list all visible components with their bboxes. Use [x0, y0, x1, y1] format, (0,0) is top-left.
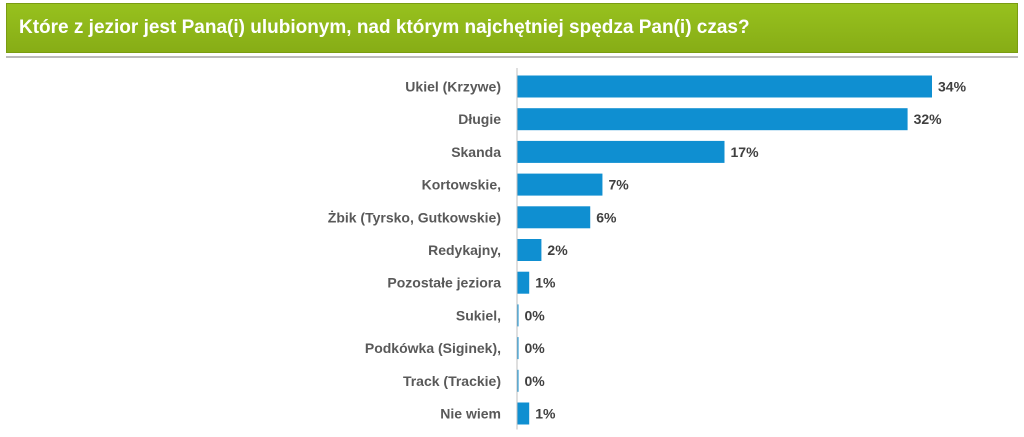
data-label: 34% — [938, 79, 967, 95]
data-label: 0% — [525, 373, 546, 389]
title-band: Które z jezior jest Pana(i) ulubionym, n… — [6, 3, 1018, 53]
bars — [517, 75, 932, 425]
bar — [517, 173, 603, 196]
data-label: 2% — [547, 242, 568, 258]
data-label: 32% — [914, 111, 943, 127]
bar-chart: Ukiel (Krzywe) Długie Skanda Kortowskie, Żbi… — [328, 68, 967, 430]
category-labels: Ukiel (Krzywe) Długie Skanda Kortowskie, Żbi… — [328, 79, 501, 422]
category-label: Ukiel (Krzywe) — [405, 79, 501, 95]
category-label: Długie — [458, 111, 501, 127]
data-label: 6% — [596, 209, 617, 225]
category-label: Track (Trackie) — [403, 373, 501, 389]
bar — [517, 206, 591, 229]
data-label: 1% — [535, 275, 556, 291]
bar — [517, 140, 725, 163]
chart-header: Które z jezior jest Pana(i) ulubionym, n… — [0, 0, 1024, 58]
category-label: Nie wiem — [440, 406, 501, 422]
header-divider — [6, 56, 1018, 58]
bar — [517, 337, 519, 360]
category-label: Skanda — [451, 144, 501, 160]
category-label: Kortowskie, — [422, 177, 501, 193]
bar — [517, 108, 908, 131]
data-label: 0% — [525, 340, 546, 356]
bar — [517, 75, 932, 98]
category-label: Sukiel, — [456, 307, 501, 323]
data-label: 0% — [525, 307, 546, 323]
chart-title: Które z jezior jest Pana(i) ulubionym, n… — [19, 17, 750, 38]
data-label: 17% — [731, 144, 760, 160]
data-label: 7% — [608, 177, 629, 193]
category-label: Żbik (Tyrsko, Gutkowskie) — [328, 209, 501, 225]
bar — [517, 271, 530, 294]
category-label: Pozostałe jeziora — [387, 275, 501, 291]
bar — [517, 304, 519, 327]
category-label: Redykajny, — [428, 242, 501, 258]
bar — [517, 369, 519, 392]
value-labels: 34% 32% 17% 7% 6% 2% 1% 0% 0% 0% 1% — [525, 79, 967, 422]
bar — [517, 239, 542, 261]
data-label: 1% — [535, 406, 556, 422]
bar — [517, 402, 530, 425]
category-label: Podkówka (Siginek), — [365, 340, 501, 356]
